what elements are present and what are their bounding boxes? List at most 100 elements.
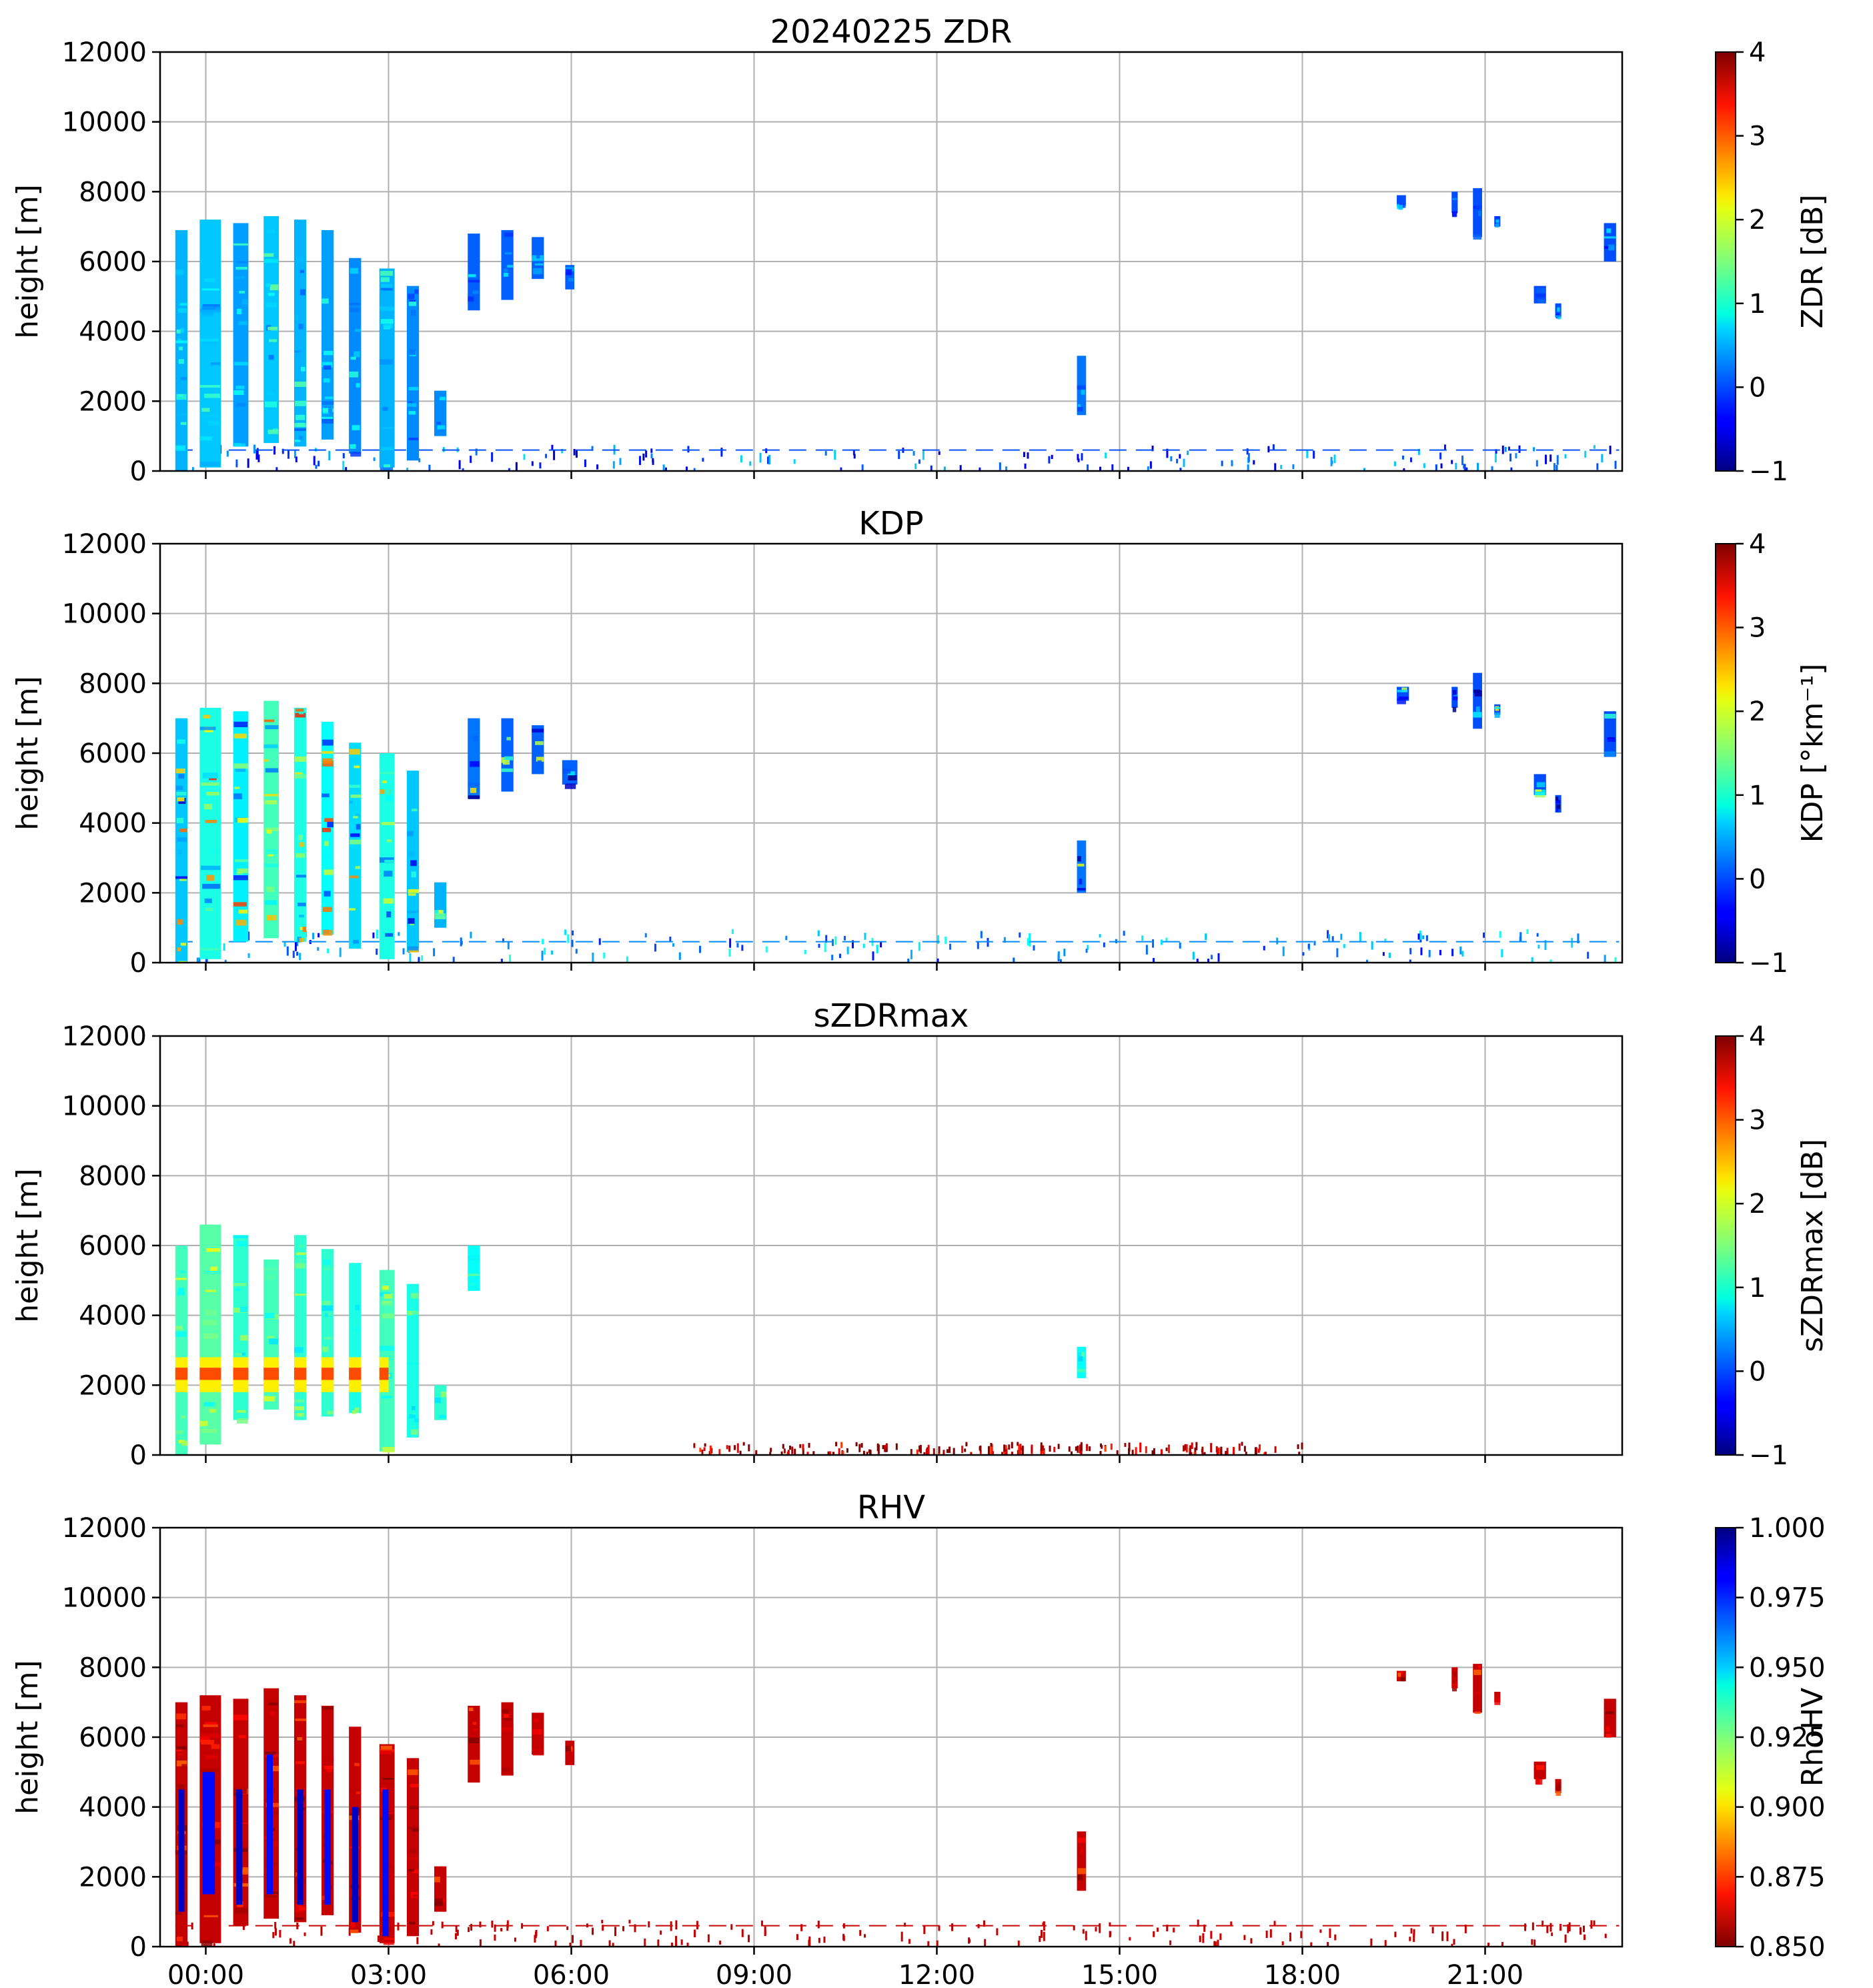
echo-speck	[654, 943, 657, 952]
echo-speck	[912, 450, 915, 456]
echo-speck	[1531, 957, 1533, 963]
echo-texture	[1473, 712, 1482, 718]
echo-texture	[299, 842, 305, 847]
echo-texture	[350, 795, 361, 798]
echo-speck	[602, 1925, 604, 1931]
echo-speck	[318, 460, 320, 467]
echo-speck	[430, 1929, 433, 1935]
echo-texture	[1534, 1777, 1545, 1780]
echo-speck	[788, 1446, 791, 1450]
echo-speck	[458, 460, 461, 470]
echo-texture	[1494, 1693, 1499, 1699]
echo-speck	[740, 455, 742, 463]
echo-speck	[1555, 465, 1558, 471]
echo-speck	[596, 464, 599, 470]
echo-speck	[198, 957, 201, 963]
y-axis-label: height [m]	[11, 184, 45, 338]
echo-texture	[296, 1252, 306, 1256]
echo-speck	[672, 943, 674, 947]
echo-speck	[1104, 1446, 1107, 1452]
echo-texture	[297, 1413, 303, 1416]
echo-texture	[382, 1313, 394, 1319]
echo-texture	[202, 1320, 217, 1326]
echo-texture	[324, 841, 329, 847]
echo-speck	[693, 1443, 696, 1448]
echo-texture	[183, 1893, 188, 1899]
echo-speck	[1259, 1444, 1261, 1451]
echo-texture	[1452, 197, 1457, 201]
rhv-core	[202, 1772, 215, 1895]
bright-band-core	[293, 1368, 307, 1380]
echo-speck	[191, 467, 194, 471]
echo-texture	[322, 761, 334, 767]
echo-texture	[1077, 1837, 1086, 1843]
echo-speck	[1328, 934, 1331, 942]
echo-column-12	[501, 1702, 514, 1776]
echo-speck	[281, 448, 284, 454]
echo-texture	[175, 1713, 187, 1720]
echo-speck	[614, 1927, 617, 1937]
echo-speck	[728, 949, 731, 957]
echo-texture	[414, 1418, 420, 1423]
echo-speck	[539, 462, 542, 469]
echo-texture	[271, 1891, 278, 1894]
echo-texture	[181, 1440, 187, 1446]
panel-title: KDP	[858, 505, 923, 542]
y-tick-label: 10000	[62, 107, 147, 138]
echo-speck	[534, 1931, 537, 1939]
echo-speck	[685, 466, 688, 471]
echo-speck	[1203, 1924, 1206, 1932]
echo-speck	[1593, 445, 1596, 449]
echo-speck	[702, 458, 704, 462]
echo-texture	[176, 791, 187, 796]
echo-texture	[199, 1736, 210, 1740]
echo-texture	[407, 911, 419, 913]
echo-speck	[1515, 453, 1517, 459]
echo-texture	[1557, 1781, 1560, 1787]
echo-texture	[350, 356, 356, 360]
echo-speck	[1183, 458, 1185, 468]
echo-texture	[264, 1274, 276, 1280]
echo-texture	[349, 908, 356, 911]
echo-texture	[236, 402, 246, 407]
data-layer	[175, 1224, 1303, 1455]
echo-speck	[846, 947, 849, 955]
echo-texture	[1477, 211, 1482, 217]
echo-texture	[381, 284, 393, 288]
echo-speck	[608, 1940, 611, 1947]
echo-texture	[176, 1937, 183, 1941]
echo-speck	[273, 446, 276, 455]
echo-texture	[233, 1283, 246, 1286]
echo-speck	[1077, 1445, 1079, 1453]
colorbar-tick-label: 1	[1749, 289, 1766, 320]
echo-texture	[264, 1267, 279, 1272]
echo-speck	[1274, 1446, 1277, 1453]
echo-texture	[294, 1347, 303, 1353]
echo-speck	[1428, 949, 1431, 957]
echo-texture	[322, 362, 333, 368]
echo-speck	[736, 1443, 739, 1453]
echo-texture	[322, 298, 329, 304]
echo-speck	[1139, 1442, 1142, 1453]
echo-speck	[1298, 1452, 1301, 1455]
echo-texture	[267, 292, 275, 296]
echo-speck	[1059, 959, 1062, 963]
echo-texture	[536, 254, 540, 259]
echo-speck	[313, 456, 316, 466]
echo-speck	[918, 459, 920, 464]
echo-speck	[1420, 947, 1423, 955]
echo-speck	[959, 465, 962, 471]
echo-texture	[408, 1384, 418, 1387]
echo-speck	[1123, 931, 1125, 936]
echo-texture	[177, 1291, 185, 1296]
echo-speck	[205, 959, 208, 963]
echo-speck	[1087, 945, 1089, 950]
echo-texture	[322, 793, 330, 798]
echo-texture	[567, 771, 576, 777]
echo-speck	[312, 933, 315, 939]
echo-speck	[479, 1939, 482, 1947]
echo-texture	[1604, 236, 1616, 239]
echo-texture	[294, 1406, 304, 1411]
echo-speck	[1131, 1450, 1134, 1455]
echo-texture	[206, 875, 215, 881]
